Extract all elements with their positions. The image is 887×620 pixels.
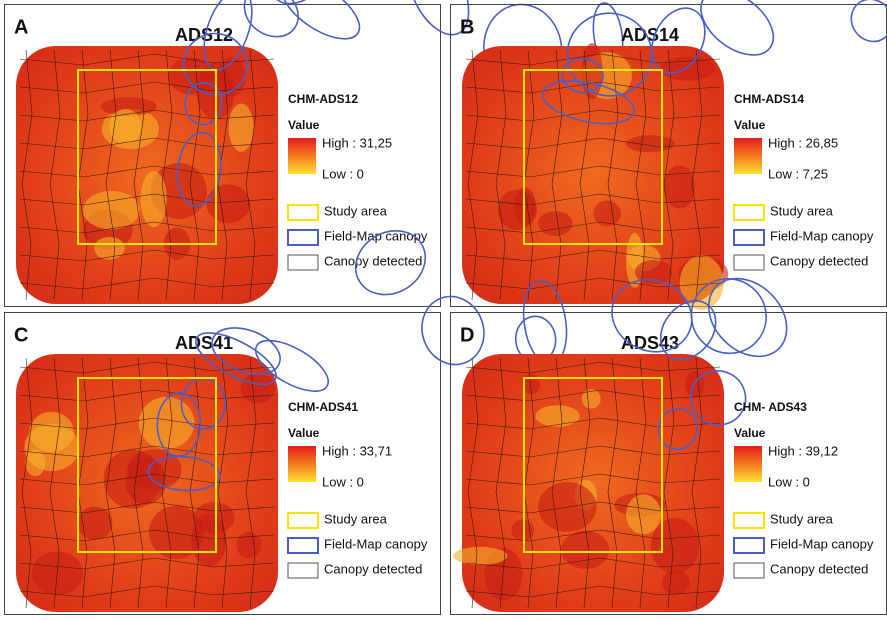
height-patch: [664, 165, 695, 208]
height-patch: [32, 551, 83, 595]
legend-item: Study area: [324, 203, 388, 218]
height-patch: [453, 547, 507, 565]
height-patch: [94, 237, 125, 260]
legend-value-label: Value: [734, 118, 766, 132]
height-patch: [498, 189, 537, 230]
field-map-canopy: [843, 0, 887, 50]
height-patch: [535, 405, 579, 427]
height-patch: [24, 424, 79, 471]
field-map-swatch: [288, 538, 318, 553]
legend-item: Canopy detected: [770, 253, 868, 268]
legend-item: Field-Map canopy: [324, 536, 428, 551]
study-area-swatch: [288, 205, 318, 220]
legend-item: Canopy detected: [324, 561, 422, 576]
color-ramp: [288, 138, 316, 174]
field-map-swatch: [734, 230, 764, 245]
height-patch: [626, 494, 661, 534]
legend-high: High : 33,71: [322, 443, 392, 458]
field-map-canopy: [257, 0, 341, 15]
height-patch: [662, 570, 690, 595]
study-area-swatch: [288, 513, 318, 528]
legend-title: CHM-ADS14: [734, 92, 804, 106]
canopy-detected-swatch: [734, 563, 764, 578]
color-ramp: [734, 446, 762, 482]
legend-item: Canopy detected: [770, 561, 868, 576]
panel-letter: C: [14, 324, 28, 346]
canopy-detected-swatch: [288, 255, 318, 270]
legend-high: High : 26,85: [768, 135, 838, 150]
legend-title: CHM- ADS43: [734, 400, 807, 414]
height-patch: [83, 191, 140, 230]
panel-letter: D: [460, 324, 474, 346]
legend-high: High : 39,12: [768, 443, 838, 458]
legend-item: Study area: [770, 203, 834, 218]
height-patch: [538, 211, 573, 236]
legend-value-label: Value: [734, 426, 766, 440]
legend-item: Study area: [324, 511, 388, 526]
panel-letter: B: [460, 16, 474, 38]
legend-value-label: Value: [288, 426, 320, 440]
legend-title: CHM-ADS41: [288, 400, 358, 414]
figure: AADS12CHM-ADS12ValueHigh : 31,25Low : 0S…: [0, 0, 887, 620]
height-patch: [149, 506, 204, 559]
legend-low: Low : 0: [322, 474, 364, 489]
canopy-detected-swatch: [288, 563, 318, 578]
panel-letter: A: [14, 16, 28, 38]
legend-item: Study area: [770, 511, 834, 526]
height-patch: [651, 518, 699, 574]
legend-item: Canopy detected: [324, 253, 422, 268]
height-patch: [206, 184, 250, 223]
legend-low: Low : 7,25: [768, 166, 828, 181]
height-patch: [626, 135, 675, 152]
field-map-swatch: [734, 538, 764, 553]
legend-low: Low : 0: [768, 474, 810, 489]
legend-value-label: Value: [288, 118, 320, 132]
study-area-swatch: [734, 205, 764, 220]
color-ramp: [734, 138, 762, 174]
field-map-canopy: [272, 0, 369, 51]
height-patch: [582, 389, 601, 408]
study-area-swatch: [734, 513, 764, 528]
legend-title: CHM-ADS12: [288, 92, 358, 106]
legend-low: Low : 0: [322, 166, 364, 181]
height-patch: [241, 374, 275, 404]
legend-high: High : 31,25: [322, 135, 392, 150]
height-patch: [561, 531, 609, 569]
field-map-swatch: [288, 230, 318, 245]
legend-item: Field-Map canopy: [770, 228, 874, 243]
color-ramp: [288, 446, 316, 482]
legend-item: Field-Map canopy: [770, 536, 874, 551]
canopy-detected-swatch: [734, 255, 764, 270]
